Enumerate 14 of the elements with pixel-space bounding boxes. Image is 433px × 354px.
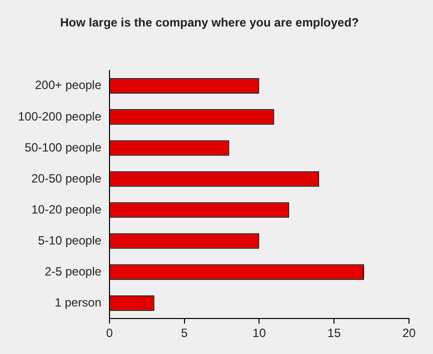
y-tick-label: 200+ people <box>35 78 102 92</box>
y-tick-label: 2-5 people <box>44 264 102 278</box>
y-tick-label: 1 person <box>54 295 102 310</box>
y-tick-label: 20-50 people <box>31 171 102 186</box>
x-tick-label: 20 <box>402 326 416 340</box>
x-tick-label: 15 <box>327 326 342 340</box>
y-tick-label: 100-200 people <box>18 109 102 124</box>
chart-title: How large is the company where you are employed? <box>60 16 359 30</box>
y-tick-label: 5-10 people <box>38 233 102 248</box>
x-tick-label: 10 <box>252 326 266 340</box>
x-tick-label: 5 <box>180 326 188 340</box>
y-tick-label: 50-100 people <box>24 140 102 154</box>
y-tick-label: 10-20 people <box>31 202 102 216</box>
x-tick-label: 0 <box>106 326 114 340</box>
